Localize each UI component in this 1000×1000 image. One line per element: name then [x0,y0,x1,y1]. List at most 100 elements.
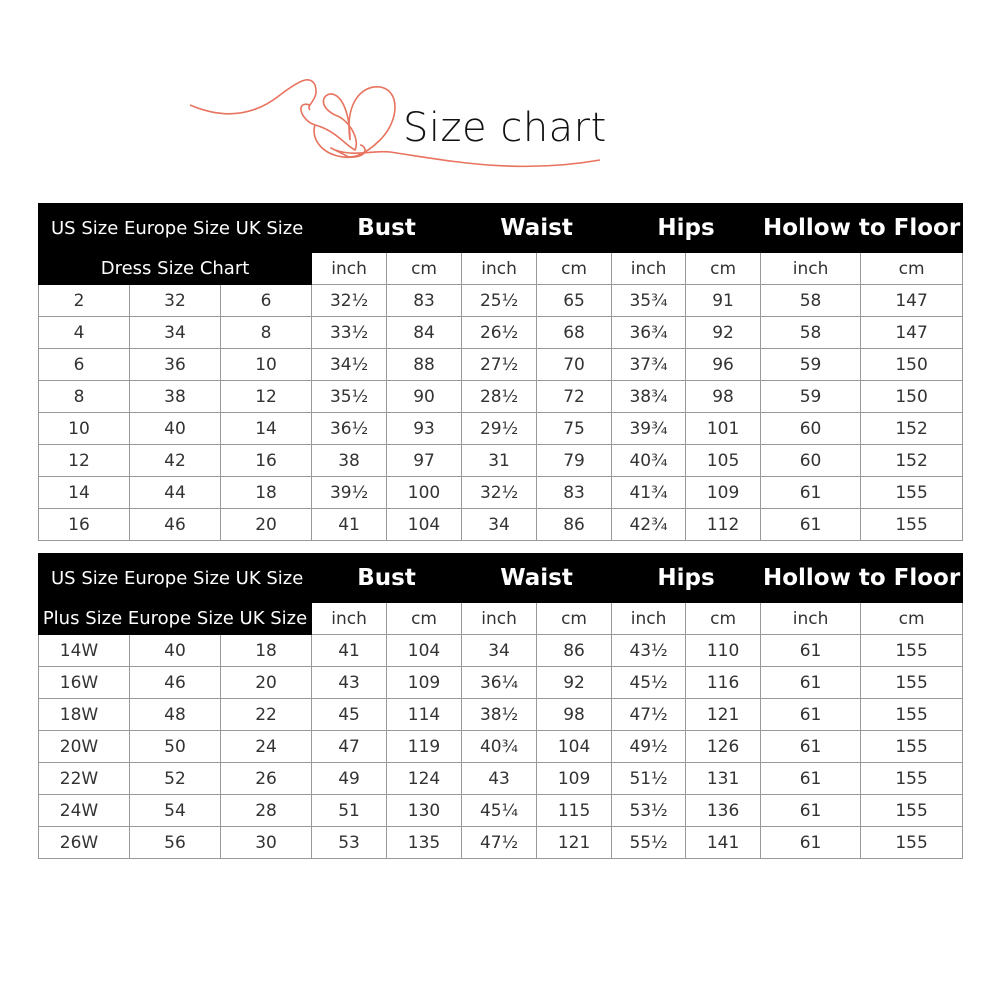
table-cell: 61 [760,634,862,667]
table-cell: 31 [461,444,538,477]
table-cell: 100 [386,476,463,509]
table-cell: 49½ [611,730,687,763]
table-cell: 56 [129,826,221,859]
group-header: Hollow to Floor [760,203,964,253]
table-cell: 18 [219,634,313,667]
table-cell: 14 [38,476,130,509]
table-row: 16 46 20 41 104 34 86 42¾ 112 61 155 [38,508,964,541]
table-cell: 109 [685,476,762,509]
table-row: 14W 40 18 41 104 34 86 43½ 110 61 155 [38,634,964,667]
table-cell: 32 [129,284,221,317]
table-cell: 26W [38,826,130,859]
sub-label: Dress Size Chart [37,252,313,285]
page-title: Size chart [403,105,607,151]
table-cell: 152 [860,444,964,477]
table-cell: 39½ [311,476,388,509]
table-cell: 141 [685,826,762,859]
table-cell: 155 [860,476,964,509]
table-cell: 42¾ [611,508,687,541]
unit-header: cm [685,252,762,285]
table-cell: 27½ [461,348,538,381]
group-header: Hips [611,553,762,603]
table-cell: 41 [311,634,388,667]
table-cell: 38 [311,444,388,477]
size-systems-header: US Size Europe Size UK Size [37,203,313,253]
table-cell: 50 [129,730,221,763]
table-cell: 47½ [611,698,687,731]
group-header: Waist [461,203,613,253]
table-cell: 47½ [461,826,538,859]
table-cell: 61 [760,826,862,859]
table-cell: 47 [311,730,388,763]
table-cell: 150 [860,348,964,381]
table-cell: 28 [219,794,313,827]
table-cell: 24W [38,794,130,827]
unit-row: Dress Size Chart inch cm inch cm inch cm inch cm [37,252,964,285]
group-header: Hips [611,203,762,253]
table-cell: 40 [129,634,221,667]
table-cell: 22W [38,762,130,795]
table-cell: 79 [536,444,613,477]
unit-header: cm [685,602,762,635]
unit-header: cm [536,602,613,635]
unit-header: cm [860,602,964,635]
table-cell: 8 [219,316,313,349]
table-cell: 45¼ [461,794,538,827]
unit-header: cm [860,252,964,285]
table-cell: 26½ [461,316,538,349]
dress-size-table: US Size Europe Size UK Size Bust Waist Hips… [37,203,964,541]
table-cell: 6 [38,348,130,381]
table-cell: 155 [860,730,964,763]
table-cell: 61 [760,698,862,731]
table-cell: 40¾ [611,444,687,477]
table-cell: 52 [129,762,221,795]
table-row: 6 36 10 34½ 88 27½ 70 37¾ 96 59 150 [38,348,964,381]
table-cell: 51½ [611,762,687,795]
table-cell: 44 [129,476,221,509]
table-cell: 10 [219,348,313,381]
table-cell: 20 [219,508,313,541]
unit-header: inch [611,252,687,285]
unit-header: inch [311,602,388,635]
table-cell: 46 [129,666,221,699]
table-cell: 22 [219,698,313,731]
sub-label: Plus Size Europe Size UK Size [37,602,313,635]
table-cell: 40¾ [461,730,538,763]
table-cell: 155 [860,634,964,667]
table-cell: 104 [386,634,463,667]
table-cell: 45½ [611,666,687,699]
table-cell: 150 [860,380,964,413]
table-cell: 41 [311,508,388,541]
table-row: 16W 46 20 43 109 36¼ 92 45½ 116 61 155 [38,666,964,699]
table-cell: 42 [129,444,221,477]
table-cell: 116 [685,666,762,699]
table-row: 20W 50 24 47 119 40¾ 104 49½ 126 61 155 [38,730,964,763]
table-row: 10 40 14 36½ 93 29½ 75 39¾ 101 60 152 [38,412,964,445]
table-cell: 16W [38,666,130,699]
table-cell: 58 [760,284,862,317]
table-cell: 26 [219,762,313,795]
table-cell: 86 [536,634,613,667]
table-cell: 54 [129,794,221,827]
table-cell: 93 [386,412,463,445]
table-cell: 16 [219,444,313,477]
group-header: Bust [311,203,463,253]
table-cell: 51 [311,794,388,827]
group-header: Hollow to Floor [760,553,964,603]
table-cell: 70 [536,348,613,381]
table-cell: 4 [38,316,130,349]
table-cell: 14W [38,634,130,667]
table-row: 26W 56 30 53 135 47½ 121 55½ 141 61 155 [38,826,964,859]
group-header: Waist [461,553,613,603]
unit-row: Plus Size Europe Size UK Size inch cm inch c… [37,602,964,635]
table-cell: 20 [219,666,313,699]
table-cell: 109 [536,762,613,795]
table-cell: 36½ [311,412,388,445]
table-cell: 34 [461,634,538,667]
table-cell: 83 [386,284,463,317]
table-cell: 61 [760,762,862,795]
table-cell: 49 [311,762,388,795]
table-cell: 36¼ [461,666,538,699]
table-row: 24W 54 28 51 130 45¼ 115 53½ 136 61 155 [38,794,964,827]
table-cell: 12 [38,444,130,477]
